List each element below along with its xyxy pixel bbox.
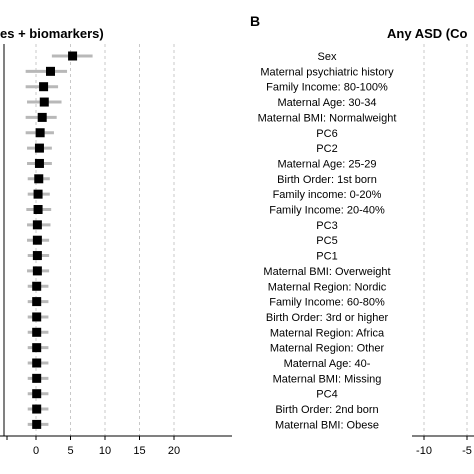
variable-label: Maternal BMI: Obese — [275, 419, 379, 431]
panel-b-tick-label: -5 — [462, 445, 472, 457]
panel-a-gridlines — [35, 44, 175, 436]
panel-a-estimate-point — [37, 112, 47, 122]
panel-a-title: es + biomarkers) — [0, 26, 104, 41]
variable-label: Maternal BMI: Missing — [273, 373, 382, 385]
variable-label: Maternal BMI: Normalweight — [258, 112, 397, 124]
variable-label: Maternal Region: Nordic — [268, 281, 387, 293]
variable-label: Maternal psychiatric history — [260, 66, 394, 78]
panel-a-tick-label: 15 — [133, 445, 145, 457]
panel-a-estimate-point — [35, 128, 45, 138]
panel-b-gridlines — [423, 44, 468, 436]
variable-label: Birth Order: 1st born — [277, 174, 377, 186]
panel-a-estimate-point — [34, 174, 44, 184]
panel-a-estimate-point — [33, 205, 43, 214]
variable-label: PC6 — [316, 128, 337, 140]
panel-a-tick-label: 20 — [168, 445, 180, 457]
panel-a-estimate-point — [32, 266, 42, 276]
variable-label: PC2 — [316, 143, 337, 155]
panel-b-x-axis: -10 -5 — [412, 435, 474, 457]
panel-a-x-axis: 0 5 10 15 20 — [0, 44, 232, 457]
panel-a-estimate-point — [32, 389, 42, 399]
panel-a-estimate-point — [33, 189, 43, 199]
panel-a-estimate-point — [32, 297, 42, 307]
panel-a-estimate-point — [32, 373, 42, 383]
panel-a-tick-label: 0 — [33, 445, 39, 457]
panel-a-estimate-point — [32, 312, 42, 322]
panel-a-estimate-point — [32, 251, 42, 261]
variable-label: Family Income: 80-100% — [266, 82, 388, 94]
variable-label: Family Income: 60-80% — [269, 297, 385, 309]
variable-label: Maternal Region: Other — [270, 343, 385, 355]
panel-a-estimate-point — [32, 327, 42, 337]
panel-a-estimates — [25, 51, 93, 429]
panel-a-estimate-point — [34, 143, 44, 153]
variable-label: Maternal Region: Africa — [270, 327, 385, 339]
panel-a-estimate-point — [45, 66, 55, 76]
panel-a-estimate-point — [32, 281, 42, 291]
variable-label: Birth Order: 3rd or higher — [266, 312, 389, 324]
panel-b-variable-labels: Sex Maternal psychiatric history Family In… — [258, 51, 397, 431]
panel-a-estimate-point — [32, 404, 42, 414]
variable-label: Maternal Age: 40- — [284, 358, 371, 370]
panel-a-estimate-point — [32, 235, 42, 245]
panel-a-estimate-point — [39, 82, 49, 92]
variable-label: Family income: 0-20% — [273, 189, 382, 201]
variable-label: Birth Order: 2nd born — [275, 404, 378, 416]
panel-a-estimate-point — [34, 158, 44, 168]
variable-label: PC1 — [316, 251, 337, 263]
variable-label: Family Income: 20-40% — [269, 205, 385, 217]
variable-label: Sex — [318, 51, 337, 63]
variable-label: Maternal BMI: Overweight — [263, 266, 390, 278]
panel-a-estimate-point — [32, 358, 42, 368]
panel-a-tick-label: 10 — [99, 445, 111, 457]
variable-label: PC5 — [316, 235, 337, 247]
variable-label: PC3 — [316, 220, 337, 232]
panel-b-tick-label: -10 — [416, 445, 432, 457]
panel-a-estimate-point — [32, 343, 42, 353]
variable-label: PC4 — [316, 389, 337, 401]
panel-a-estimate-point — [32, 220, 42, 230]
variable-label: Maternal Age: 30-34 — [277, 97, 376, 109]
panel-b-title: Any ASD (Co — [387, 26, 467, 41]
panel-b-label: B — [250, 13, 260, 29]
panel-a-tick-label: 5 — [67, 445, 73, 457]
panel-a-estimate-point — [32, 419, 42, 429]
panel-a-estimate-point — [68, 51, 78, 61]
panel-a-estimate-point — [39, 97, 49, 107]
variable-label: Maternal Age: 25-29 — [277, 158, 376, 170]
